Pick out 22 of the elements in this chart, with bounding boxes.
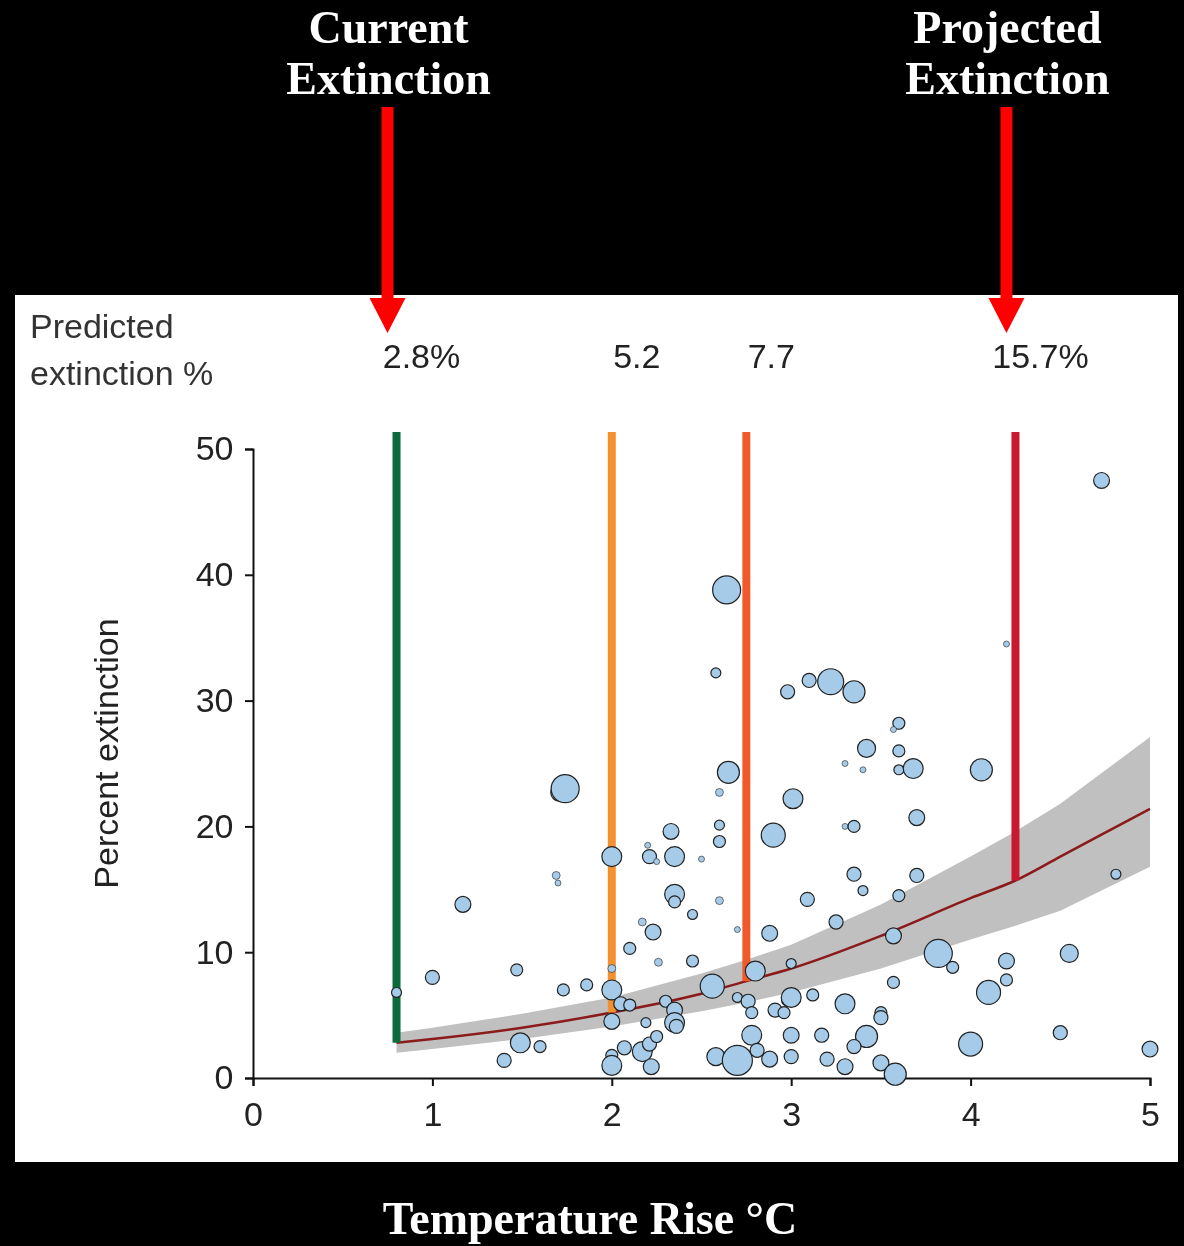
y-tick-label: 30 <box>195 680 234 719</box>
y-axis-title: Percent extinction <box>87 618 125 889</box>
y-tick-label: 0 <box>214 1058 234 1097</box>
x-tick-label: 4 <box>961 1095 981 1134</box>
y-tick-label: 20 <box>195 806 234 845</box>
y-tick-label: 50 <box>195 429 234 468</box>
x-tick-label: 1 <box>423 1095 443 1134</box>
text: 2.8% <box>382 337 461 375</box>
x-tick-label: 3 <box>782 1095 802 1134</box>
line-series <box>395 807 1152 1045</box>
text: Current Extinction <box>286 2 491 104</box>
x-axis-title: Temperature Rise °C <box>382 1193 798 1244</box>
y-tick-label: 10 <box>195 932 234 971</box>
x-tick-label: 5 <box>1141 1095 1160 1134</box>
y-tick-label: 40 <box>195 555 234 594</box>
text: 7.7 <box>747 337 795 375</box>
x-tick-label: 0 <box>244 1095 263 1134</box>
x-tick-label: 2 <box>602 1095 622 1134</box>
text: 5.2 <box>613 337 661 375</box>
text: 15.7% <box>992 337 1089 375</box>
text: Predicted extinction % <box>30 307 214 392</box>
text: Projected Extinction <box>905 2 1110 104</box>
